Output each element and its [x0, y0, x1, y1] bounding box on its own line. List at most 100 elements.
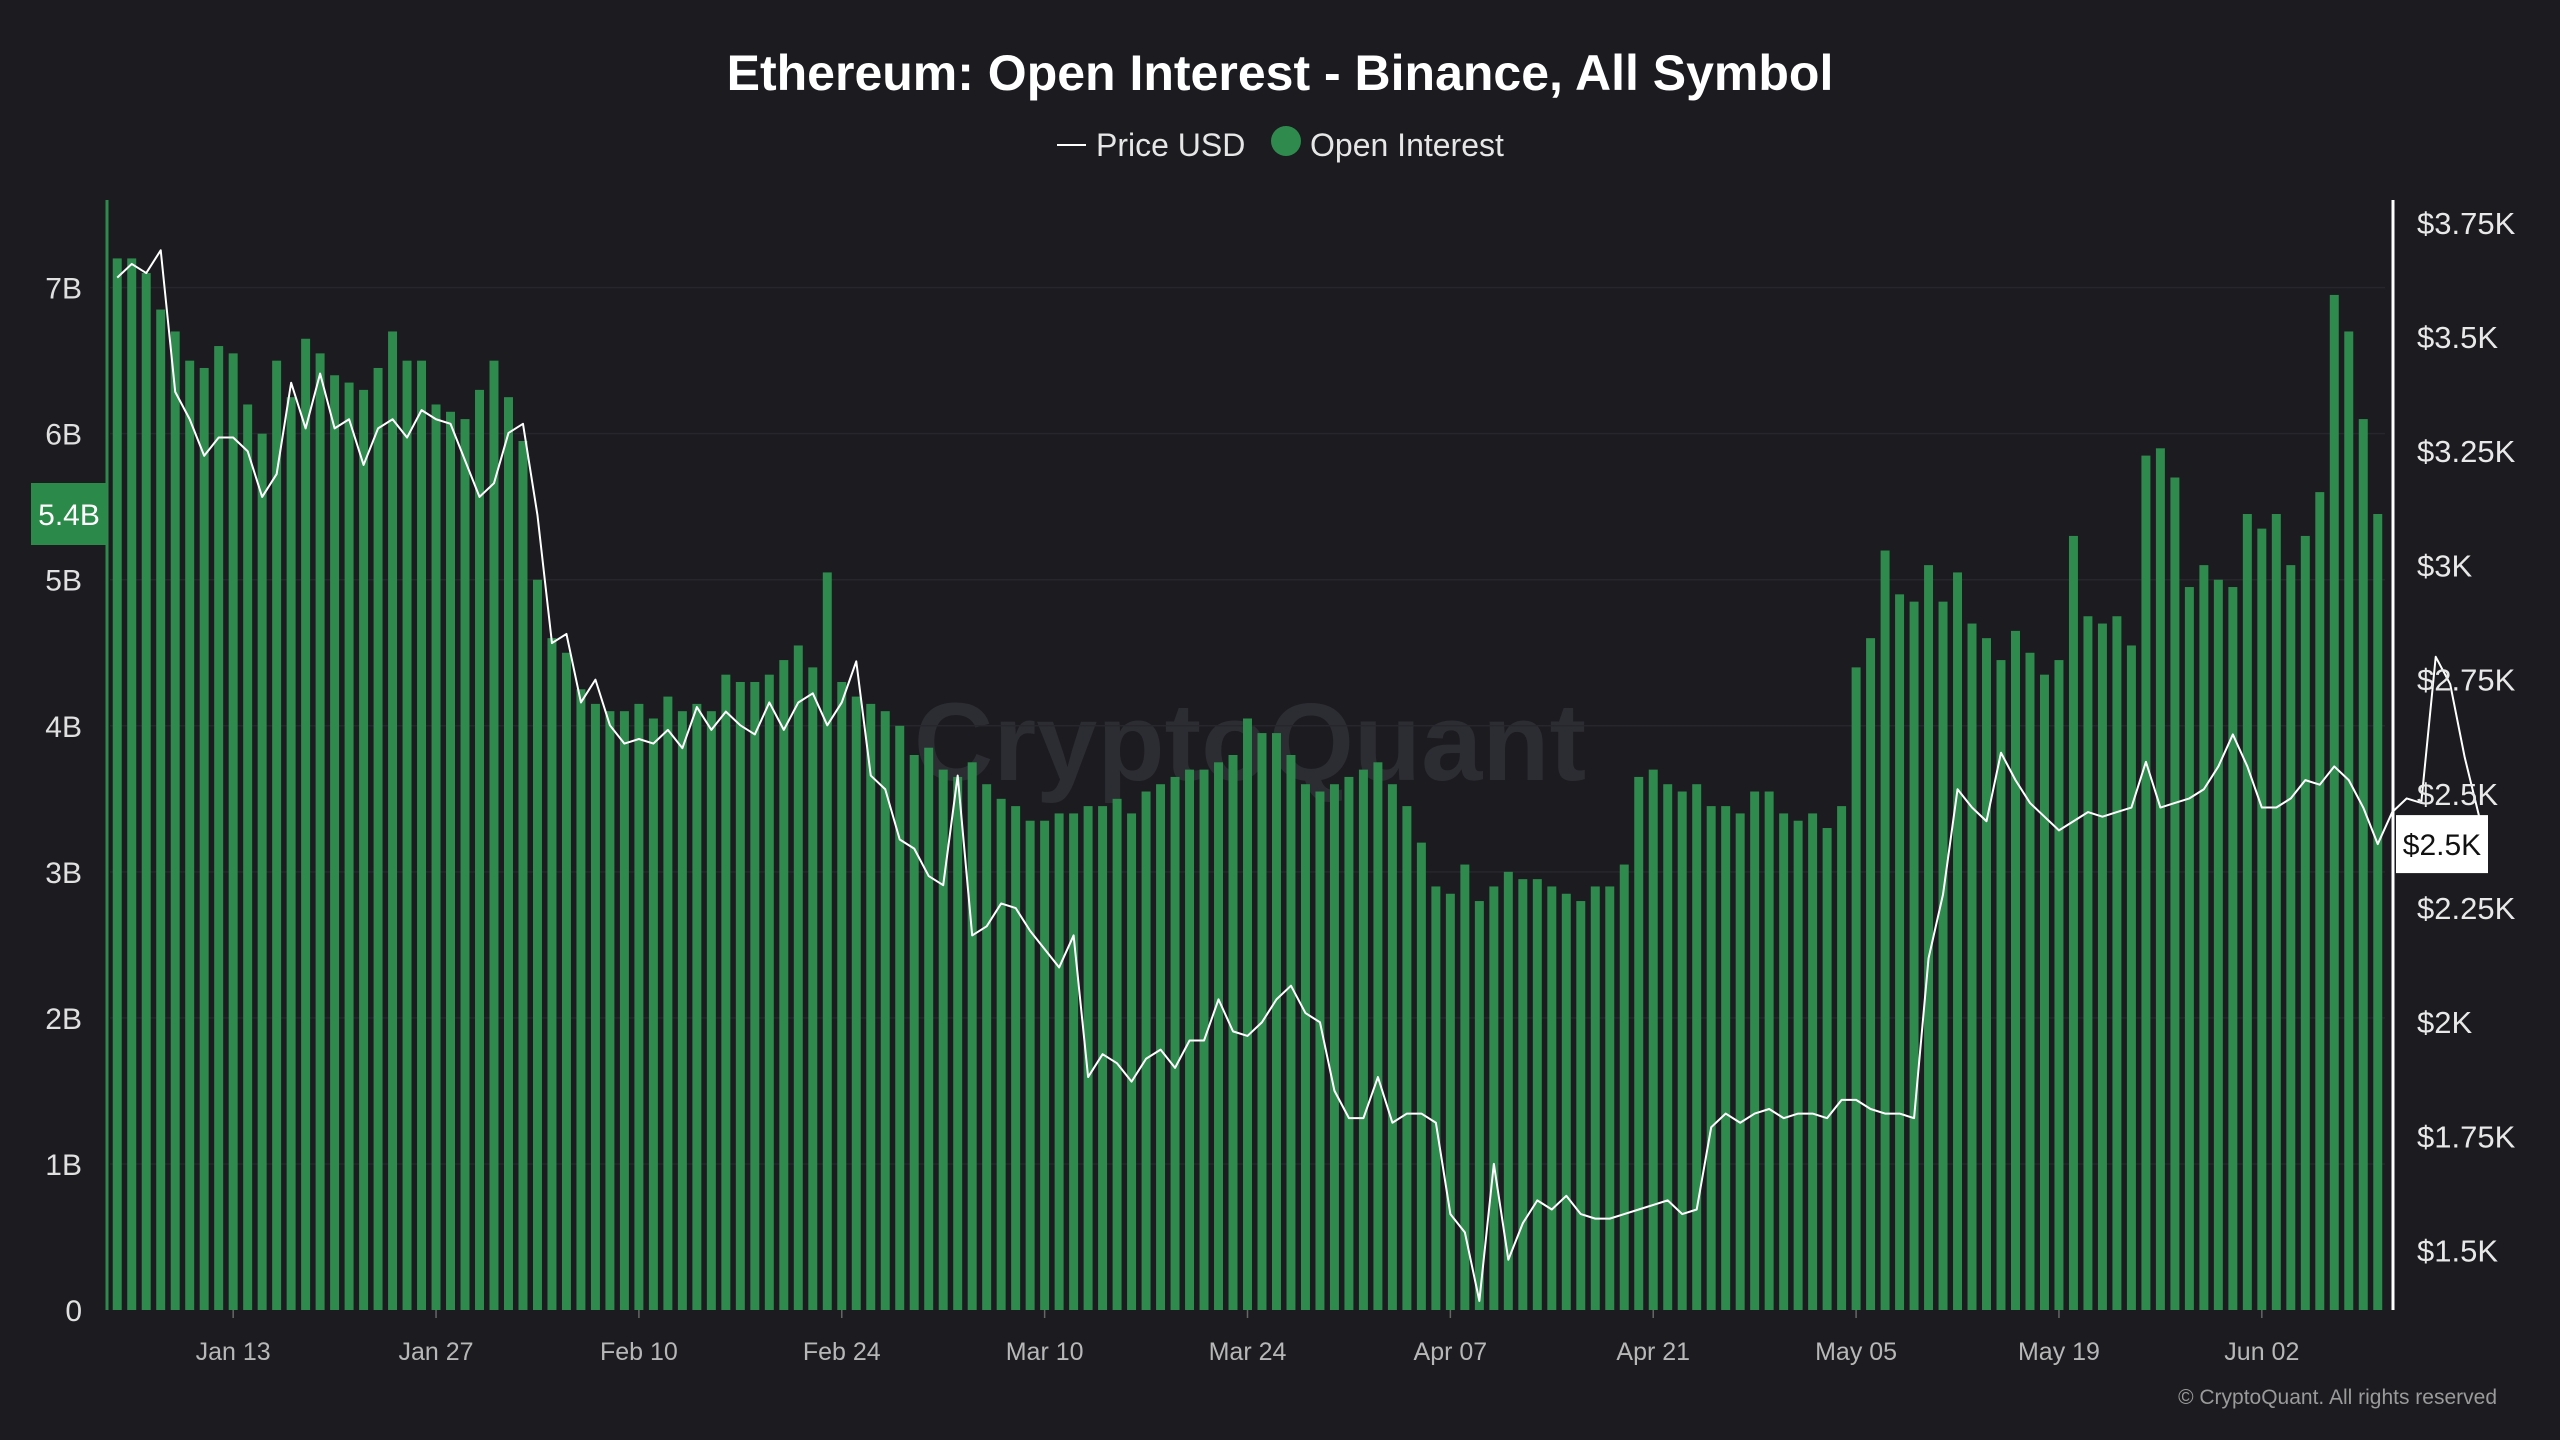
open-interest-bar	[1040, 820, 1050, 1310]
open-interest-bar	[982, 784, 992, 1310]
open-interest-bar	[1518, 879, 1528, 1310]
open-interest-bar	[156, 309, 166, 1310]
open-interest-bar	[2112, 616, 2122, 1310]
open-interest-bar	[518, 440, 528, 1310]
open-interest-bar	[1880, 550, 1890, 1310]
open-interest-bar	[1416, 842, 1426, 1310]
open-interest-bar	[1590, 886, 1600, 1310]
open-interest-bar	[1329, 784, 1339, 1310]
price-badge-value: $2.5K	[2403, 829, 2481, 862]
open-interest-bar	[1895, 594, 1905, 1310]
right-axis-ticks: $1.5K $1.75K $2K $2.25K $2.5K $2.75K $3K $3.25K…	[2417, 206, 2516, 1269]
open-interest-bar	[1112, 798, 1122, 1310]
open-interest-bar	[1387, 784, 1397, 1310]
right-tick-label: $2.5K	[2417, 777, 2498, 812]
open-interest-bar	[1170, 776, 1180, 1310]
open-interest-bar	[2083, 616, 2093, 1310]
open-interest-bar	[663, 696, 673, 1310]
left-tick-label: 3B	[45, 857, 82, 890]
right-tick-label: $3.75K	[2417, 206, 2516, 241]
open-interest-bar	[1243, 718, 1252, 1310]
x-tick-label: Mar 10	[1006, 1338, 1084, 1366]
open-interest-bar	[1953, 572, 1963, 1310]
legend: Price USD Open Interest	[1057, 126, 1504, 163]
open-interest-bar	[924, 747, 934, 1310]
open-interest-bar	[1561, 893, 1571, 1310]
x-tick-label: May 19	[2018, 1338, 2100, 1366]
open-interest-bar	[2242, 514, 2252, 1310]
left-tick-label: 0	[65, 1295, 82, 1328]
open-interest-bar	[1750, 791, 1760, 1310]
open-interest-bar	[330, 375, 340, 1310]
open-interest-bar	[2329, 294, 2339, 1310]
copyright: © CryptoQuant. All rights reserved	[2178, 1386, 2497, 1409]
open-interest-bar	[1576, 901, 1586, 1310]
x-axis-ticks: Jan 13 Jan 27 Feb 10 Feb 24 Mar 10 Mar 24 Apr …	[196, 1310, 2299, 1366]
open-interest-bar	[692, 703, 702, 1310]
open-interest-bar	[808, 667, 818, 1310]
open-interest-bar	[648, 718, 658, 1310]
open-interest-bar	[475, 389, 484, 1310]
open-interest-bar	[996, 798, 1006, 1310]
open-interest-bar	[1779, 813, 1789, 1310]
left-tick-label: 4B	[45, 711, 82, 744]
x-tick-label: Jan 27	[399, 1338, 474, 1366]
open-interest-bar	[866, 703, 876, 1310]
open-interest-bar	[301, 338, 311, 1310]
price-badge-box	[2396, 815, 2488, 874]
open-interest-bar	[199, 367, 209, 1311]
open-interest-bar	[1214, 762, 1224, 1310]
open-interest-bar	[2025, 652, 2035, 1310]
left-tick-label: 7B	[45, 273, 82, 306]
left-tick-label: 1B	[45, 1149, 82, 1182]
open-interest-bar	[2068, 535, 2078, 1310]
open-interest-bar	[2184, 587, 2194, 1310]
open-interest-bar	[2039, 674, 2049, 1310]
open-interest-bar	[953, 776, 963, 1310]
open-interest-bar	[1156, 784, 1166, 1310]
open-interest-bar	[1141, 791, 1151, 1310]
right-tick-label: $1.75K	[2417, 1119, 2516, 1154]
open-interest-bar	[1982, 638, 1991, 1310]
open-interest-bar	[1011, 806, 1021, 1310]
price-line	[116, 249, 2481, 1302]
open-interest-bar	[909, 755, 919, 1310]
open-interest-bar	[1503, 871, 1513, 1310]
price-badge: $2.5K	[2396, 815, 2488, 874]
legend-price-label: Price USD	[1096, 127, 1245, 163]
open-interest-bar	[547, 638, 557, 1310]
open-interest-bar	[590, 703, 600, 1310]
open-interest-bar	[1909, 601, 1919, 1310]
left-tick-label: 2B	[45, 1003, 82, 1036]
open-interest-bar	[2315, 492, 2325, 1310]
x-tick-label: Apr 21	[1616, 1338, 1690, 1366]
open-interest-bar	[1271, 733, 1281, 1310]
open-interest-bar	[735, 681, 745, 1310]
open-interest-bar	[446, 411, 456, 1310]
open-interest-bar	[214, 346, 224, 1310]
open-interest-bar	[315, 353, 325, 1310]
open-interest-bar	[677, 711, 687, 1310]
x-tick-label: Jun 02	[2224, 1338, 2299, 1366]
open-interest-bar	[402, 360, 412, 1310]
open-interest-bar	[1793, 820, 1803, 1310]
open-interest-bar	[634, 703, 644, 1310]
open-interest-bar	[1228, 755, 1238, 1310]
open-interest-bar	[561, 652, 571, 1310]
open-interest-bar	[2300, 535, 2310, 1310]
legend-open-interest-swatch	[1271, 126, 1301, 156]
x-tick-label: May 05	[1815, 1338, 1897, 1366]
open-interest-bar	[2358, 419, 2368, 1311]
x-tick-label: Mar 24	[1209, 1338, 1287, 1366]
open-interest-bar	[1924, 565, 1934, 1310]
x-tick-label: Jan 13	[196, 1338, 271, 1366]
open-interest-bar	[1851, 667, 1861, 1310]
right-tick-label: $1.5K	[2417, 1234, 2498, 1269]
left-axis-ticks: 0 1B 2B 3B 4B 5B 6B 7B	[45, 273, 82, 1328]
open-interest-bar	[2271, 514, 2281, 1310]
open-interest-bar	[373, 367, 383, 1311]
open-interest-bar	[1373, 762, 1383, 1310]
open-interest-bar	[619, 711, 629, 1310]
open-interest-bar	[286, 397, 296, 1310]
